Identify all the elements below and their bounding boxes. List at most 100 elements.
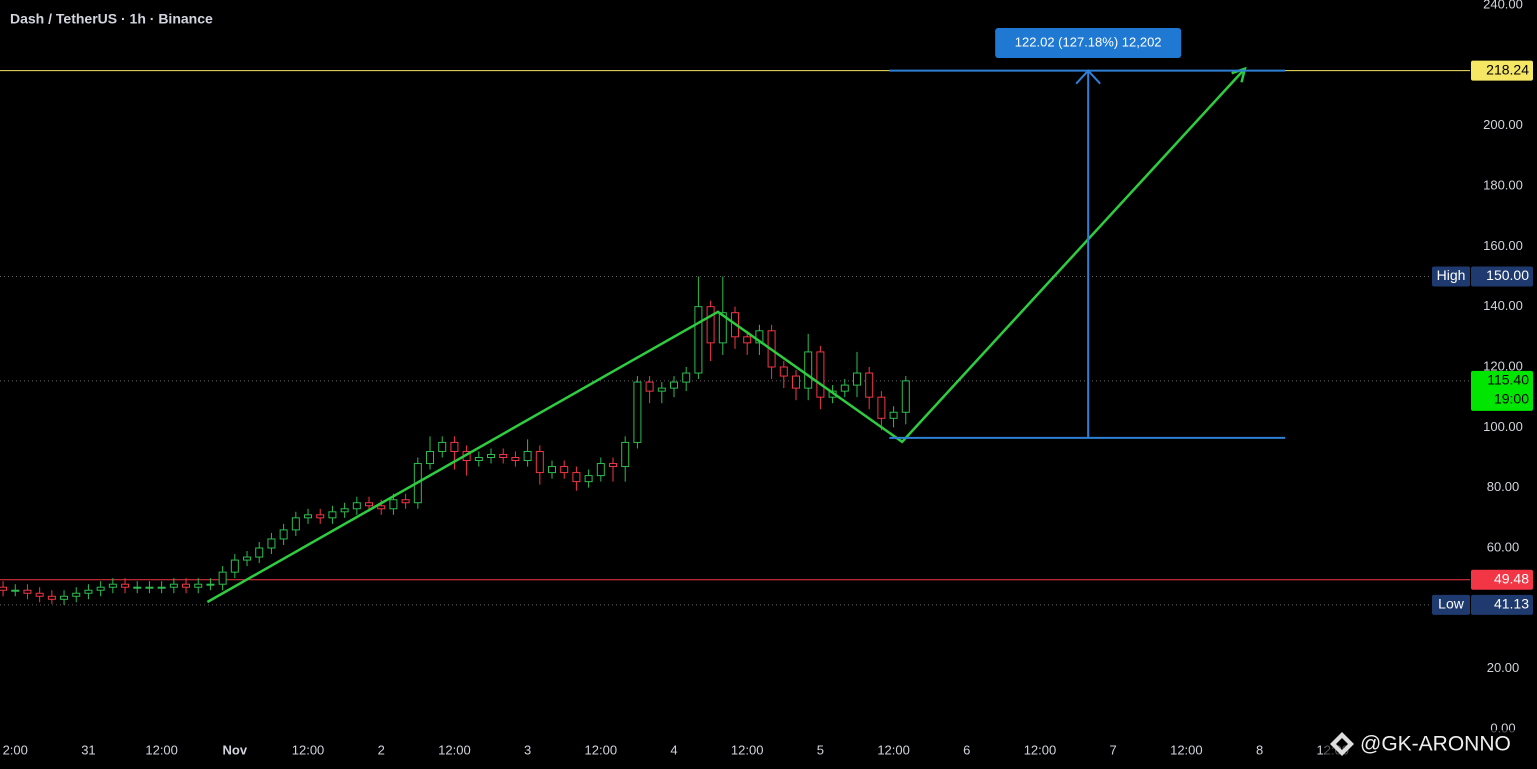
y-tick-label: 200.00 bbox=[1483, 117, 1523, 132]
candle-body bbox=[840, 384, 849, 392]
candle-body bbox=[804, 351, 813, 389]
candle-body bbox=[743, 336, 752, 344]
price-badge-value: 41.13 bbox=[1494, 596, 1529, 612]
y-tick-label: 120.00 bbox=[1483, 358, 1523, 373]
measure-label: 122.02 (127.18%) 12,202 bbox=[1015, 34, 1162, 49]
candle-body bbox=[596, 463, 605, 477]
x-tick-label: 31 bbox=[81, 742, 95, 757]
zigzag-line bbox=[206, 67, 1246, 604]
candle-body bbox=[572, 472, 581, 483]
x-tick-label: 12:00 bbox=[585, 742, 618, 757]
candle-body bbox=[584, 475, 593, 483]
x-tick-label: 12:00 bbox=[438, 742, 471, 757]
candle-body bbox=[694, 306, 703, 374]
candle-body bbox=[718, 312, 727, 344]
candle-body bbox=[511, 457, 520, 462]
x-tick-label: 12:00 bbox=[877, 742, 910, 757]
candle-body bbox=[340, 508, 349, 513]
price-badge bbox=[1471, 569, 1533, 590]
candle-body bbox=[11, 589, 20, 592]
candle-body bbox=[560, 466, 569, 474]
candle-body bbox=[889, 411, 898, 419]
x-tick-label: 7 bbox=[1110, 742, 1117, 757]
y-tick-label: 60.00 bbox=[1487, 539, 1520, 554]
price-badge-value: 150.00 bbox=[1486, 267, 1529, 283]
candle-body bbox=[816, 351, 825, 398]
y-tick-label: 80.00 bbox=[1487, 479, 1520, 494]
candle-body bbox=[791, 375, 800, 389]
y-tick-label: 20.00 bbox=[1487, 660, 1520, 675]
candle-body bbox=[279, 529, 288, 540]
price-tag: High bbox=[1437, 267, 1466, 283]
x-tick-label: 2:00 bbox=[3, 742, 28, 757]
price-badge-value: 115.40 bbox=[1487, 372, 1529, 388]
candle-body bbox=[304, 514, 313, 519]
candle-body bbox=[852, 372, 861, 386]
candle-body bbox=[365, 502, 374, 507]
x-tick-label: Nov bbox=[223, 742, 248, 757]
watermark: @GK-ARONNO bbox=[1360, 733, 1511, 756]
x-tick-label: 12:00 bbox=[292, 742, 325, 757]
x-tick-label: 5 bbox=[817, 742, 824, 757]
candle-body bbox=[450, 441, 459, 452]
candle-body bbox=[548, 466, 557, 474]
x-tick-label: 6 bbox=[963, 742, 970, 757]
candle-body bbox=[145, 586, 154, 589]
candle-body bbox=[523, 450, 532, 462]
candle-body bbox=[901, 380, 910, 413]
price-badge bbox=[1471, 266, 1533, 287]
measure-label-box bbox=[995, 28, 1182, 58]
candle-body bbox=[0, 586, 8, 591]
y-tick-label: 100.00 bbox=[1483, 419, 1523, 434]
x-tick-label: 3 bbox=[524, 742, 531, 757]
candle-body bbox=[267, 538, 276, 549]
x-tick-label: 12:00 bbox=[145, 742, 178, 757]
candle-body bbox=[621, 441, 630, 468]
candle-body bbox=[328, 511, 337, 519]
candle-body bbox=[291, 517, 300, 531]
price-tag: Low bbox=[1438, 596, 1465, 612]
candle-body bbox=[633, 381, 642, 443]
price-badge bbox=[1471, 594, 1533, 615]
candle-body bbox=[230, 559, 239, 573]
candle-body bbox=[609, 463, 618, 468]
candle-body bbox=[499, 453, 508, 459]
candle-body bbox=[243, 556, 252, 561]
candle-body bbox=[438, 441, 447, 452]
candle-body bbox=[255, 547, 264, 558]
candle-body bbox=[755, 330, 764, 344]
x-tick-label: 12:00 bbox=[731, 742, 764, 757]
candle-body bbox=[218, 571, 227, 585]
price-tag-box bbox=[1432, 594, 1470, 615]
price-badge bbox=[1471, 370, 1533, 411]
x-tick-label: 2 bbox=[378, 742, 385, 757]
candle-body bbox=[157, 586, 166, 589]
candle-body bbox=[657, 387, 666, 392]
candle-body bbox=[72, 592, 81, 597]
candle-body bbox=[865, 372, 874, 398]
candle-body bbox=[169, 583, 178, 588]
candle-body bbox=[401, 499, 410, 504]
candle-body bbox=[645, 381, 654, 392]
candle-body bbox=[377, 505, 386, 510]
candle-body bbox=[47, 595, 56, 600]
x-tick-label: 4 bbox=[670, 742, 677, 757]
x-tick-label: 12:00 bbox=[1024, 742, 1057, 757]
x-tick-label: 8 bbox=[1256, 742, 1263, 757]
candle-body bbox=[670, 381, 679, 389]
candle-body bbox=[194, 583, 203, 588]
candle-body bbox=[206, 583, 215, 586]
y-tick-label: 240.00 bbox=[1483, 0, 1523, 11]
candle-body bbox=[23, 589, 32, 594]
candle-body bbox=[779, 366, 788, 377]
x-tick-label: 12:00 bbox=[1170, 742, 1203, 757]
candle-body bbox=[84, 589, 93, 594]
chart-title: Dash / TetherUS · 1h · Binance bbox=[10, 11, 213, 27]
candle-body bbox=[535, 450, 544, 474]
candle-body bbox=[682, 372, 691, 383]
candle-body bbox=[389, 499, 398, 510]
candle-body bbox=[35, 592, 44, 597]
y-tick-label: 140.00 bbox=[1483, 298, 1523, 313]
